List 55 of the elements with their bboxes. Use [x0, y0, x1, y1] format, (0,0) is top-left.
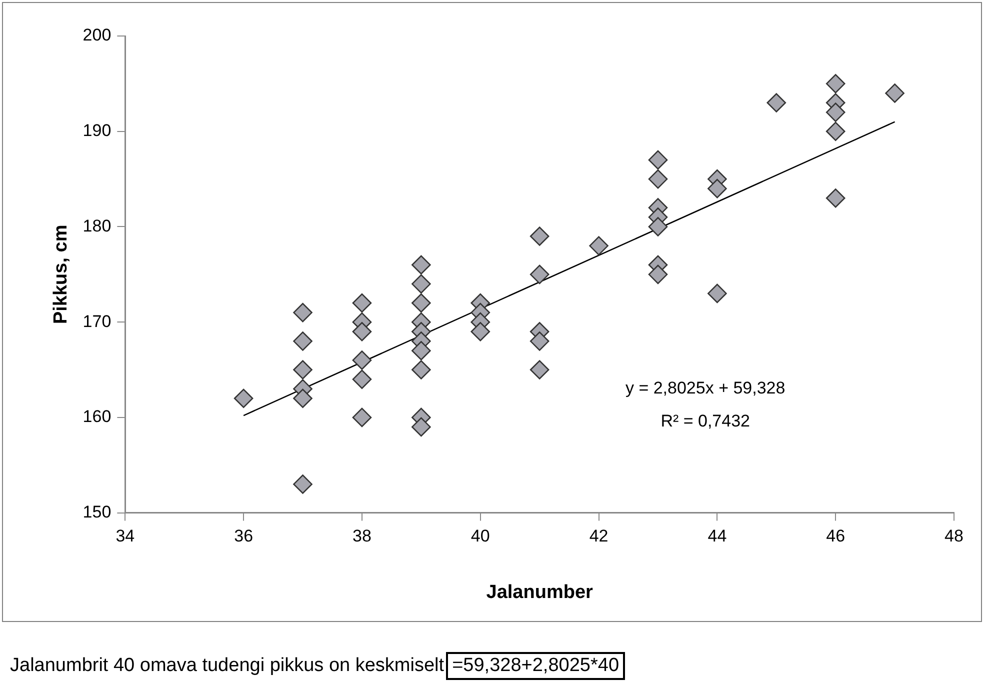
- y-tick-label: 200: [82, 26, 112, 45]
- point: [530, 264, 550, 284]
- point: [293, 360, 312, 380]
- point: [766, 93, 786, 112]
- text: Jalanumbrit 40 omava tudengi pikkus on keskmiselt: [10, 655, 444, 677]
- point: [826, 102, 846, 122]
- point: [352, 322, 372, 342]
- point: [530, 332, 550, 351]
- text: =59,328+2,8025*40: [446, 652, 626, 680]
- point: [589, 236, 608, 256]
- point: [352, 293, 372, 313]
- point: [412, 417, 431, 437]
- point: [293, 474, 312, 494]
- x-tick-label: 40: [470, 526, 490, 546]
- point: [412, 341, 431, 360]
- x-tick-label: 46: [826, 526, 846, 546]
- point: [530, 360, 550, 380]
- point: [352, 350, 372, 370]
- point: [708, 284, 727, 304]
- point: [648, 264, 668, 284]
- annotation: y = 2,8025x + 59,328: [625, 378, 786, 398]
- x-axis-title: Jalanumber: [486, 582, 594, 603]
- x-tick-label: 38: [352, 526, 372, 546]
- point: [412, 255, 431, 275]
- point: [352, 408, 372, 428]
- x-tick-label: 36: [234, 526, 254, 546]
- point: [826, 74, 846, 94]
- y-tick-label: 170: [82, 312, 112, 331]
- y-tick-label: 160: [82, 407, 112, 426]
- point: [530, 226, 550, 246]
- point: [708, 178, 727, 198]
- y-tick-label: 150: [82, 502, 112, 522]
- x-tick-label: 34: [116, 526, 135, 546]
- point: [648, 150, 668, 170]
- y-tick-label: 190: [82, 121, 112, 140]
- x-tick-label: 44: [708, 526, 727, 546]
- point: [293, 332, 312, 351]
- point: [470, 322, 490, 342]
- point: [826, 188, 846, 208]
- point: [826, 122, 846, 142]
- point: [293, 388, 312, 408]
- point: [648, 217, 668, 236]
- y-tick-label: 180: [82, 216, 112, 236]
- point: [412, 274, 431, 294]
- point: [412, 360, 431, 380]
- point: [352, 370, 372, 389]
- y-axis-title: Pikkus, cm: [50, 224, 72, 324]
- point: [234, 388, 254, 408]
- point: [648, 169, 668, 189]
- point: [412, 293, 431, 313]
- annotation: R² = 0,7432: [660, 412, 750, 431]
- x-tick-label: 42: [589, 526, 608, 546]
- point: [293, 302, 312, 322]
- point: [885, 84, 904, 103]
- x-tick-label: 48: [944, 526, 964, 546]
